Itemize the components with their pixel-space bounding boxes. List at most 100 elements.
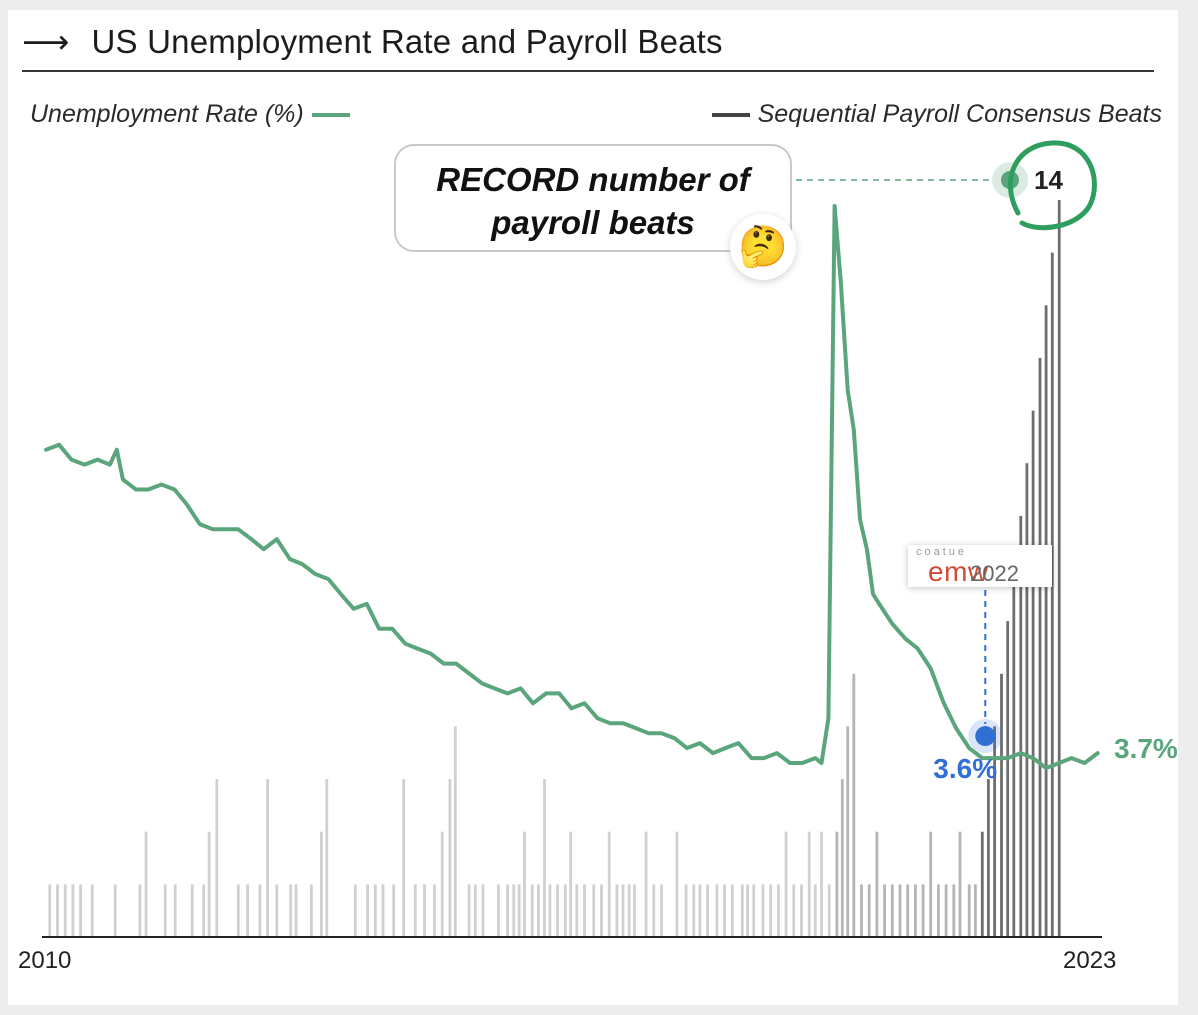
payroll-beat-bar bbox=[627, 884, 631, 937]
legend-line-swatch bbox=[311, 113, 350, 118]
payroll-beat-bar bbox=[1025, 463, 1029, 937]
payroll-beat-bar bbox=[800, 884, 803, 937]
payroll-beat-bar bbox=[715, 884, 719, 937]
payroll-beat-bar bbox=[898, 884, 902, 937]
payroll-beat-bar bbox=[723, 884, 726, 937]
payroll-beat-bar bbox=[453, 726, 457, 937]
payroll-beat-bar bbox=[761, 884, 765, 937]
payroll-beat-bar bbox=[266, 779, 269, 937]
legend-bar-swatch bbox=[711, 113, 750, 118]
payroll-beat-bar bbox=[1006, 621, 1010, 937]
payroll-beat-bar bbox=[769, 884, 773, 937]
payroll-beat-bar bbox=[467, 884, 471, 937]
payroll-beat-bar bbox=[373, 884, 377, 937]
payroll-beat-bar bbox=[497, 884, 500, 937]
payroll-beat-bar bbox=[440, 831, 444, 937]
payroll-beat-bar bbox=[644, 831, 648, 937]
badge-event: emw bbox=[928, 556, 989, 587]
payroll-beat-bar bbox=[730, 884, 734, 937]
payroll-beat-bar bbox=[777, 884, 780, 937]
payroll-beat-bar bbox=[675, 831, 679, 937]
emw-2022-badge: coatue emw 2022 bbox=[908, 545, 1052, 587]
payroll-beat-bar bbox=[974, 884, 977, 937]
payroll-beat-bar bbox=[952, 884, 956, 937]
payroll-beat-bar bbox=[48, 884, 52, 937]
record-value-label: 14 bbox=[1034, 165, 1063, 195]
payroll-beat-bar bbox=[563, 884, 567, 937]
arrow-icon: ⟶ bbox=[22, 23, 70, 60]
payroll-beat-bar bbox=[207, 831, 211, 937]
payroll-beat-bar bbox=[392, 884, 396, 937]
record-callout: RECORD number of payroll beats bbox=[394, 144, 792, 252]
payroll-beat-bar bbox=[929, 831, 933, 937]
payroll-beat-bar bbox=[1019, 515, 1023, 937]
payroll-beat-bar bbox=[827, 884, 831, 937]
payroll-beat-bar bbox=[202, 884, 206, 937]
payroll-beat-bar bbox=[784, 831, 788, 937]
x-tick-label-end: 2023 bbox=[1063, 947, 1117, 974]
payroll-beat-bar bbox=[144, 831, 148, 937]
payroll-beat-bar bbox=[890, 884, 894, 937]
payroll-beat-bar bbox=[746, 884, 749, 937]
payroll-beat-bar bbox=[987, 779, 990, 937]
payroll-beat-bar bbox=[1044, 305, 1048, 937]
payroll-beat-bar bbox=[740, 884, 744, 937]
payroll-beat-bar bbox=[523, 831, 526, 937]
bar-series bbox=[48, 200, 1061, 938]
payroll-beat-bar bbox=[517, 884, 521, 937]
payroll-beat-bar bbox=[980, 831, 984, 937]
payroll-beat-bar bbox=[512, 884, 516, 937]
payroll-beat-bar bbox=[473, 884, 477, 937]
thinking-face-icon: 🤔 bbox=[730, 214, 796, 280]
x-tick-label-start: 2010 bbox=[18, 947, 72, 974]
payroll-beat-bar bbox=[433, 884, 436, 937]
payroll-beat-bar bbox=[860, 884, 863, 937]
payroll-beat-bar bbox=[1012, 568, 1016, 937]
payroll-beat-bar bbox=[592, 884, 596, 937]
payroll-beat-bar bbox=[846, 726, 850, 937]
chart-title: ⟶ US Unemployment Rate and Payroll Beats bbox=[22, 22, 723, 61]
payroll-beat-bar bbox=[652, 884, 656, 937]
payroll-beat-bar bbox=[684, 884, 688, 937]
payroll-beat-bar bbox=[138, 884, 142, 937]
payroll-beat-bar bbox=[294, 884, 298, 937]
payroll-beat-bar bbox=[173, 884, 177, 937]
payroll-beat-bar bbox=[448, 779, 452, 937]
payroll-beat-bar bbox=[71, 884, 75, 937]
latest-value-label: 3.7% bbox=[1114, 733, 1178, 764]
payroll-beat-bar bbox=[660, 884, 663, 937]
payroll-beat-bar bbox=[190, 884, 194, 937]
payroll-beat-bar bbox=[944, 884, 948, 937]
payroll-beat-bar bbox=[967, 884, 971, 937]
title-divider bbox=[22, 70, 1154, 72]
payroll-beat-bar bbox=[325, 779, 329, 937]
callout-line-2: payroll beats bbox=[491, 204, 695, 241]
payroll-beat-bar bbox=[607, 831, 611, 937]
payroll-beat-bar bbox=[258, 884, 262, 937]
payroll-beat-bar bbox=[56, 884, 59, 937]
payroll-beat-bar bbox=[413, 884, 417, 937]
payroll-beat-bar bbox=[906, 884, 910, 937]
payroll-beat-bar bbox=[423, 884, 426, 937]
payroll-beat-bar bbox=[600, 884, 603, 937]
badge-year: 2022 bbox=[970, 561, 1019, 586]
legend-payroll-label: Sequential Payroll Consensus Beats bbox=[757, 100, 1162, 128]
unemployment-line bbox=[44, 204, 1100, 770]
payroll-beat-bar bbox=[163, 884, 167, 937]
payroll-beat-bar bbox=[537, 884, 540, 937]
payroll-beat-bar bbox=[63, 884, 67, 937]
legend-unemployment: Unemployment Rate (%) bbox=[30, 100, 358, 129]
payroll-beat-bar bbox=[958, 831, 962, 937]
payroll-beat-bar bbox=[530, 884, 534, 937]
payroll-beat-bar bbox=[852, 673, 856, 937]
payroll-beat-bar bbox=[353, 884, 357, 937]
payroll-beat-bar bbox=[813, 884, 817, 937]
payroll-beat-bar bbox=[914, 884, 917, 937]
badge-brand: coatue bbox=[916, 546, 968, 558]
payroll-beat-bar bbox=[320, 831, 323, 937]
payroll-beat-bar bbox=[236, 884, 240, 937]
payroll-beat-bar bbox=[310, 884, 313, 937]
payroll-beat-bar bbox=[921, 884, 925, 937]
payroll-beat-bar bbox=[79, 884, 82, 937]
